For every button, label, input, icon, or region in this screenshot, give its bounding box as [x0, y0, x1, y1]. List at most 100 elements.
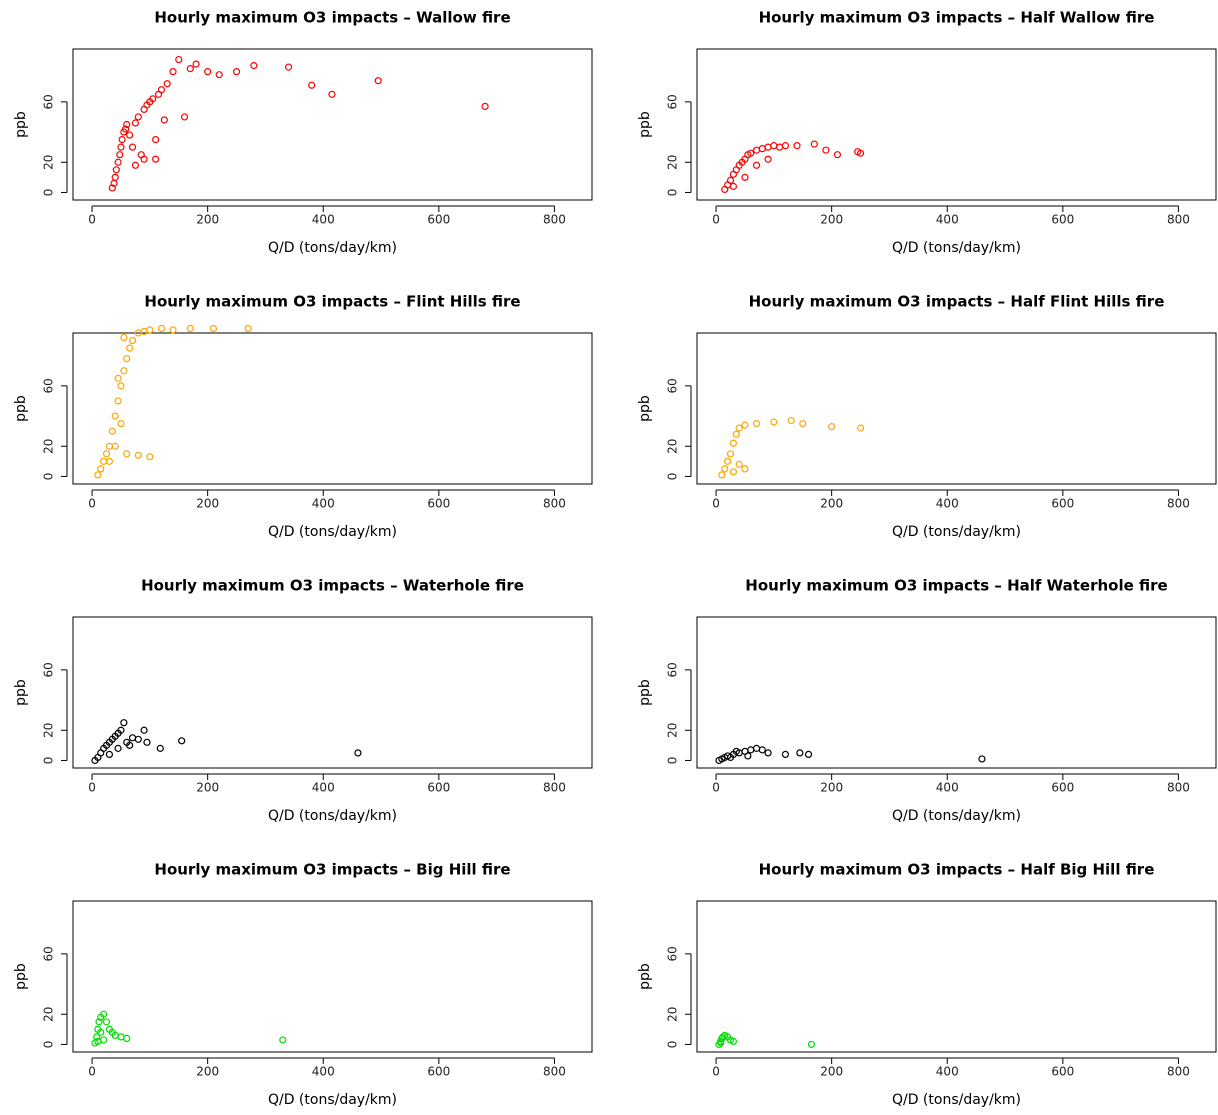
- point: [804, 750, 813, 759]
- point: [120, 333, 128, 342]
- x-tick-label: 200: [196, 781, 219, 795]
- y-tick-label: 0: [42, 189, 56, 197]
- point: [204, 68, 212, 76]
- point: [796, 749, 804, 757]
- point: [209, 324, 218, 333]
- point: [764, 749, 772, 757]
- plot-box: [696, 616, 1217, 769]
- point: [328, 90, 336, 98]
- point: [776, 143, 784, 151]
- x-tick-label: 0: [88, 781, 96, 795]
- point: [114, 744, 122, 752]
- point: [244, 324, 252, 333]
- point: [169, 326, 177, 334]
- plot-box: [696, 900, 1217, 1053]
- point: [719, 1033, 727, 1041]
- plot-box: [696, 48, 1217, 201]
- point: [726, 450, 735, 458]
- x-tick-label: 600: [1051, 1065, 1074, 1079]
- point: [163, 80, 171, 88]
- point: [828, 423, 836, 431]
- point: [735, 460, 743, 468]
- y-tick-label: 0: [666, 189, 680, 197]
- point: [721, 465, 729, 473]
- plot-box: [72, 48, 593, 201]
- point: [856, 149, 865, 157]
- x-tick-label: 600: [427, 213, 450, 227]
- x-tick-label: 200: [196, 1065, 219, 1079]
- point: [799, 420, 807, 428]
- point: [126, 344, 134, 352]
- point: [157, 86, 166, 94]
- point: [140, 327, 148, 336]
- point: [114, 397, 122, 405]
- x-tick-label: 200: [820, 1065, 843, 1079]
- x-axis-label: Q/D (tons/day/km): [268, 240, 397, 256]
- x-axis-label: Q/D (tons/day/km): [268, 524, 397, 540]
- point: [169, 68, 177, 76]
- point: [131, 161, 140, 169]
- y-tick-label: 20: [42, 723, 56, 738]
- point: [856, 424, 865, 432]
- y-tick-label: 60: [42, 378, 56, 393]
- x-tick-label: 800: [1167, 1065, 1190, 1079]
- chart-title: Hourly maximum O3 impacts – Half Wallow …: [759, 9, 1155, 27]
- point: [374, 77, 382, 85]
- point: [752, 420, 761, 428]
- point: [787, 416, 795, 425]
- point: [131, 119, 140, 127]
- x-axis-label: Q/D (tons/day/km): [268, 808, 397, 824]
- point: [758, 746, 766, 754]
- point: [152, 136, 160, 144]
- y-tick-label: 0: [666, 473, 680, 481]
- point: [117, 143, 125, 151]
- x-axis-label: Q/D (tons/day/km): [892, 524, 1021, 540]
- x-tick-label: 0: [712, 497, 720, 511]
- y-axis-label: ppb: [637, 679, 653, 706]
- point: [726, 753, 735, 762]
- y-tick-label: 0: [666, 1041, 680, 1049]
- point: [770, 142, 778, 150]
- point: [134, 451, 142, 459]
- point: [123, 120, 131, 129]
- x-tick-label: 0: [88, 497, 96, 511]
- chart-title: Hourly maximum O3 impacts – Big Hill fir…: [154, 861, 510, 879]
- point: [100, 1010, 108, 1018]
- x-tick-label: 600: [427, 781, 450, 795]
- plot-box: [72, 616, 593, 769]
- point: [741, 173, 749, 181]
- x-tick-label: 0: [88, 213, 96, 227]
- point: [732, 747, 740, 755]
- x-tick-label: 600: [427, 1065, 450, 1079]
- point: [117, 1033, 125, 1041]
- point: [747, 746, 755, 754]
- point: [157, 324, 166, 333]
- point: [160, 116, 168, 124]
- y-tick-label: 60: [42, 946, 56, 961]
- x-tick-label: 800: [1167, 781, 1190, 795]
- y-tick-label: 60: [42, 662, 56, 677]
- x-tick-label: 0: [712, 1065, 720, 1079]
- point: [764, 155, 772, 163]
- point: [250, 62, 258, 70]
- x-tick-label: 800: [543, 213, 566, 227]
- y-axis-label: ppb: [13, 395, 29, 422]
- y-axis-label: ppb: [637, 395, 653, 422]
- y-tick-label: 20: [42, 1007, 56, 1022]
- point: [481, 102, 489, 110]
- point: [128, 336, 137, 345]
- point: [146, 453, 154, 461]
- point: [781, 750, 790, 759]
- point: [105, 750, 114, 759]
- point: [752, 146, 761, 154]
- x-tick-label: 800: [1167, 497, 1190, 511]
- point: [354, 749, 362, 757]
- point: [128, 734, 137, 742]
- point: [149, 95, 157, 103]
- point: [143, 738, 151, 746]
- y-axis-label: ppb: [637, 963, 653, 990]
- point: [833, 151, 842, 159]
- point: [822, 146, 830, 154]
- y-tick-label: 20: [666, 1007, 680, 1022]
